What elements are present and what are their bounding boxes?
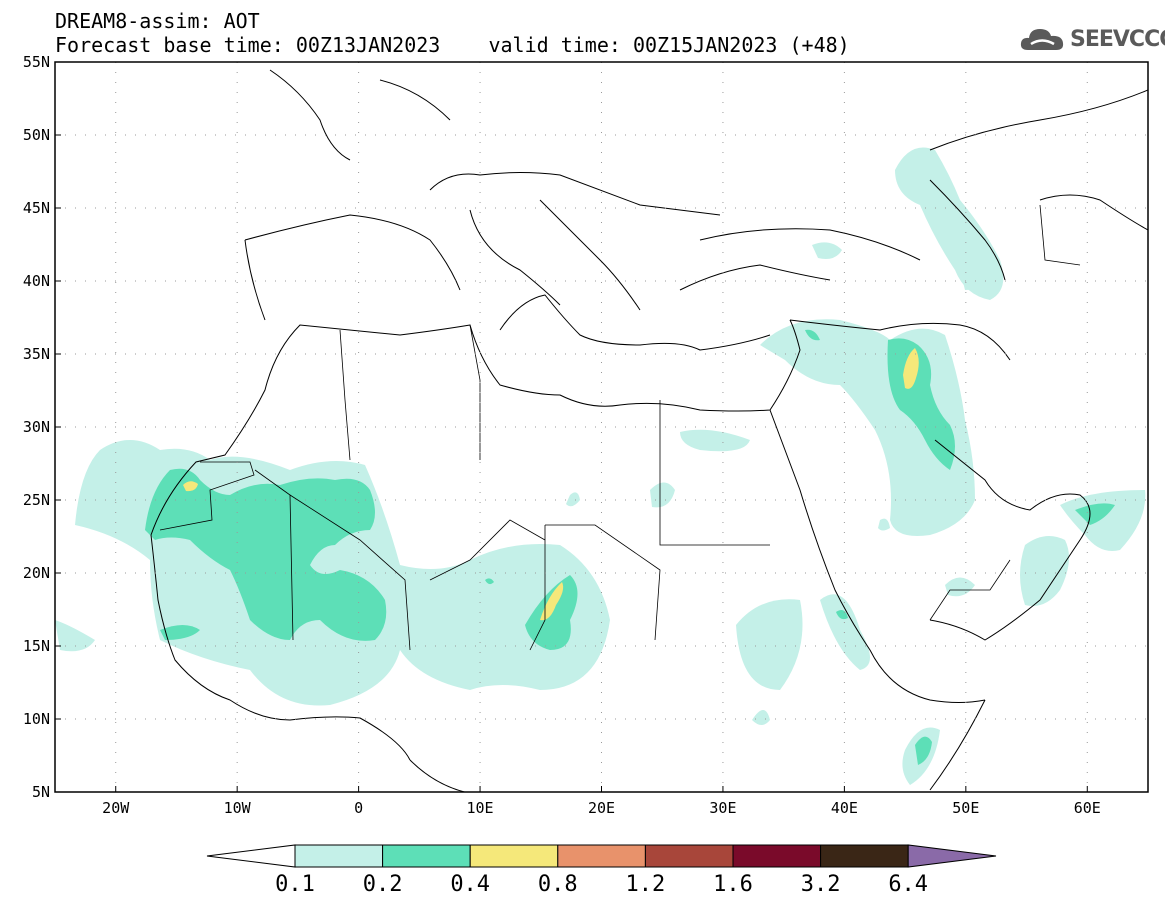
lon-tick-label: 0	[354, 799, 363, 817]
lon-tick-label: 30E	[709, 799, 736, 817]
colorbar-level-label: 3.2	[800, 872, 841, 897]
lat-tick-label: 5N	[32, 783, 50, 801]
dust-field	[55, 147, 1146, 785]
colorbar-level-label: 0.2	[362, 872, 403, 897]
map-title: DREAM8-assim: AOT	[55, 9, 260, 33]
lon-tick-label: 50E	[952, 799, 979, 817]
colorbar-level-label: 0.1	[275, 872, 315, 897]
colorbar-level-label: 6.4	[888, 872, 929, 897]
coastlines	[150, 69, 1148, 792]
axis-ticks: 20W 10W 0 10E 20E 30E 40E 50E 60E 55N 50N 45N 40N 35N…	[23, 53, 1101, 817]
colorbar-level-label: 0.4	[450, 872, 491, 897]
lon-tick-label: 10E	[467, 799, 494, 817]
lat-tick-label: 20N	[23, 564, 50, 582]
lat-tick-label: 35N	[23, 345, 50, 363]
logo-text: SEEVCCC	[1070, 26, 1165, 52]
colorbar-level-label: 1.2	[625, 872, 666, 897]
forecast-time-line: Forecast base time: 00Z13JAN2023 valid t…	[55, 33, 850, 57]
lon-tick-label: 10W	[224, 799, 252, 817]
lon-tick-label: 20E	[588, 799, 615, 817]
country-borders	[159, 204, 1081, 651]
lat-tick-label: 25N	[23, 491, 50, 509]
lat-tick-label: 15N	[23, 637, 50, 655]
lat-tick-label: 55N	[23, 53, 50, 71]
cloud-icon	[1020, 29, 1064, 50]
colorbar-level-label: 0.8	[537, 872, 578, 897]
lat-tick-label: 10N	[23, 710, 50, 728]
lon-tick-label: 20W	[102, 799, 130, 817]
lat-tick-label: 45N	[23, 199, 50, 217]
lat-tick-label: 30N	[23, 418, 50, 436]
graticule	[55, 61, 1148, 793]
lat-tick-label: 40N	[23, 272, 50, 290]
colorbar-level-label: 1.6	[713, 872, 753, 897]
seevccc-logo: SEEVCCC	[1018, 22, 1165, 56]
lon-tick-label: 60E	[1074, 799, 1101, 817]
lon-tick-label: 40E	[831, 799, 858, 817]
lat-tick-label: 50N	[23, 126, 50, 144]
